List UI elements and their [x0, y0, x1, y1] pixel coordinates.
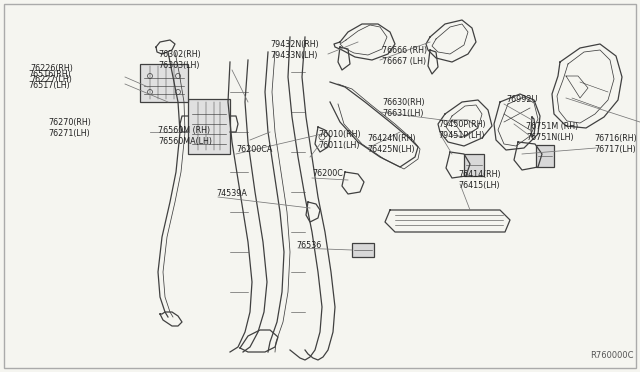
- Text: 76630(RH)
76631(LH): 76630(RH) 76631(LH): [382, 98, 424, 118]
- FancyBboxPatch shape: [188, 99, 230, 154]
- Text: 76200CA: 76200CA: [236, 145, 273, 154]
- Text: 76751M (RH)
76751N(LH): 76751M (RH) 76751N(LH): [526, 122, 579, 142]
- Text: 76560M (RH)
76560MA(LH): 76560M (RH) 76560MA(LH): [158, 126, 212, 146]
- Text: 76424N(RH)
76425N(LH): 76424N(RH) 76425N(LH): [367, 134, 415, 154]
- Text: 76010(RH)
76011(LH): 76010(RH) 76011(LH): [318, 130, 360, 150]
- Text: 76992U: 76992U: [506, 96, 538, 105]
- Bar: [536, 145, 554, 167]
- Bar: [464, 154, 484, 176]
- Text: R760000C: R760000C: [591, 351, 634, 360]
- Text: 76516(RH)
76517(LH): 76516(RH) 76517(LH): [28, 70, 71, 90]
- FancyBboxPatch shape: [140, 64, 188, 102]
- Text: 79432N(RH)
79433N(LH): 79432N(RH) 79433N(LH): [270, 40, 319, 60]
- Text: 74539A: 74539A: [216, 189, 247, 199]
- Text: 79450P(RH)
79451P(LH): 79450P(RH) 79451P(LH): [438, 120, 486, 140]
- Text: 76716(RH)
76717(LH): 76716(RH) 76717(LH): [594, 134, 637, 154]
- Text: 76666 (RH)
76667 (LH): 76666 (RH) 76667 (LH): [382, 46, 427, 66]
- Text: 76270(RH)
76271(LH): 76270(RH) 76271(LH): [48, 118, 91, 138]
- Text: 76200C: 76200C: [312, 170, 343, 179]
- Bar: [352, 243, 374, 257]
- Text: 76226(RH)
76227(LH): 76226(RH) 76227(LH): [30, 64, 73, 84]
- Text: 76302(RH)
76303(LH): 76302(RH) 76303(LH): [158, 50, 201, 70]
- Text: 76414(RH)
76415(LH): 76414(RH) 76415(LH): [458, 170, 500, 190]
- Text: 76536: 76536: [296, 241, 321, 250]
